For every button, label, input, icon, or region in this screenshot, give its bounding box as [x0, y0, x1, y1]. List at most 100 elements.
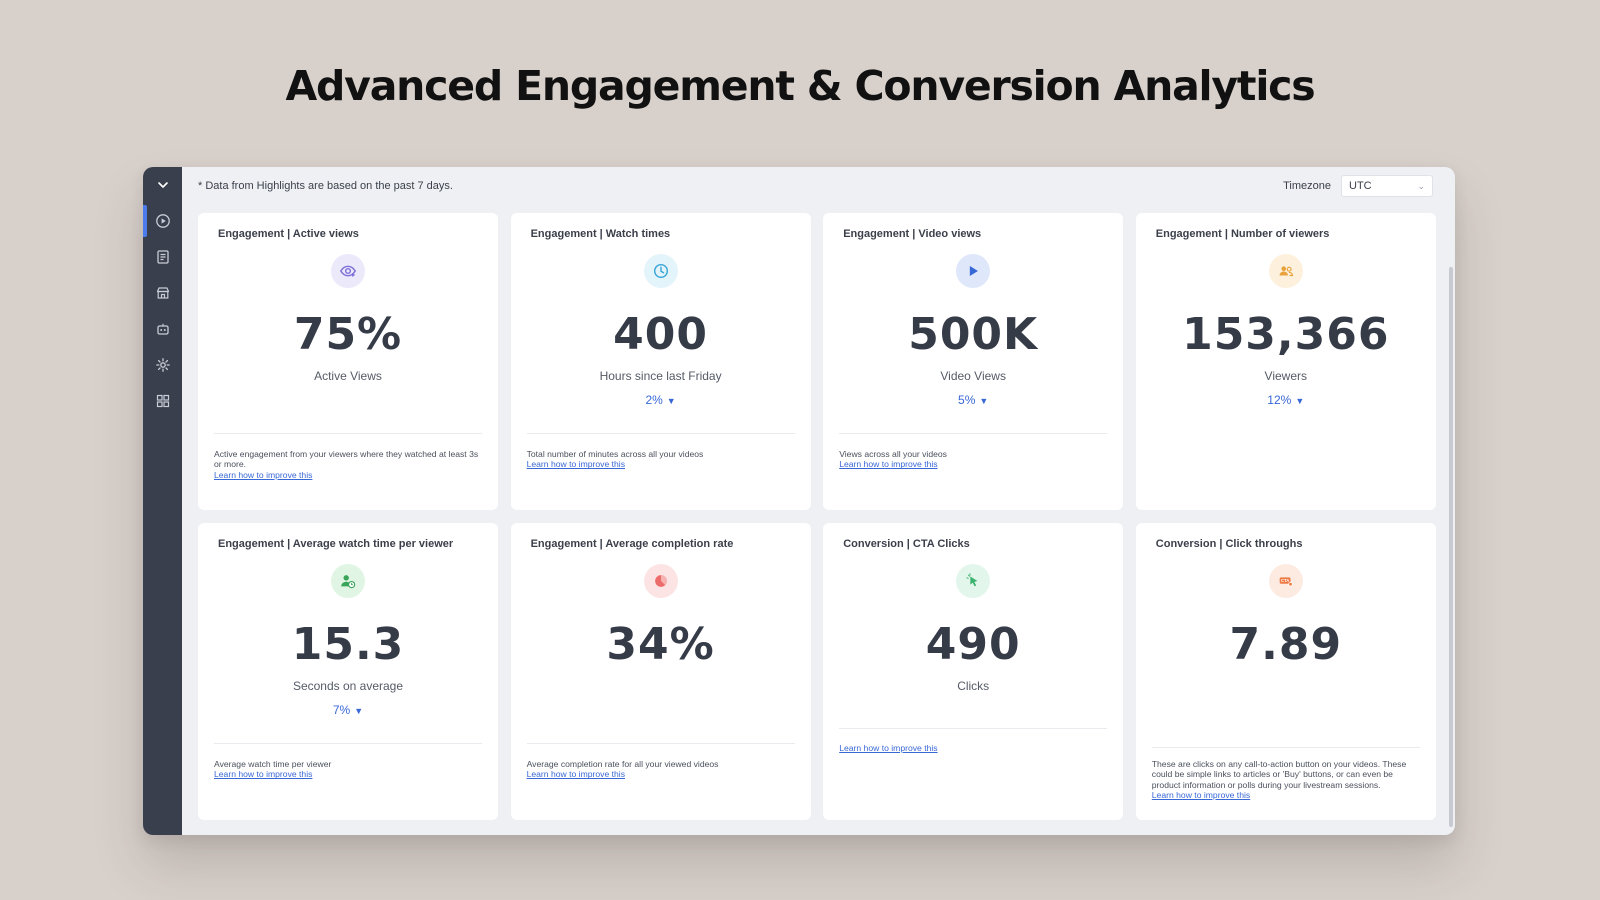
trend-indicator: 7% ▼ — [198, 703, 498, 717]
card-footer: Average completion rate for all your vie… — [527, 759, 793, 780]
divider — [1151, 747, 1420, 748]
card-title: Engagement | Video views — [843, 228, 982, 240]
card-watch-times: Engagement | Watch times 400 Hours since… — [510, 213, 811, 510]
sidebar-item-settings[interactable] — [143, 347, 182, 383]
card-click-throughs: Conversion | Click throughs CTA 7.89 The… — [1135, 523, 1436, 820]
timezone-label: Timezone — [1283, 180, 1331, 192]
sidebar-item-apps[interactable] — [143, 383, 182, 419]
learn-improve-link[interactable]: Learn how to improve this — [526, 769, 625, 780]
card-description: Active engagement from your viewers wher… — [214, 449, 479, 470]
card-title: Engagement | Average completion rate — [530, 538, 734, 550]
user-clock-icon — [331, 564, 365, 598]
triangle-down-icon: ▼ — [666, 396, 676, 406]
document-icon — [156, 250, 169, 264]
card-title: Engagement | Number of viewers — [1155, 228, 1330, 240]
card-title: Conversion | CTA Clicks — [843, 538, 970, 550]
page-title: Advanced Engagement & Conversion Analyti… — [285, 62, 1316, 110]
trend-value: 2% — [645, 393, 663, 407]
card-description: Average completion rate for all your vie… — [526, 759, 719, 769]
cursor-click-icon — [956, 564, 991, 598]
sidebar-item-automation[interactable] — [143, 311, 182, 347]
gear-icon — [155, 358, 170, 372]
svg-text:CTA: CTA — [1281, 578, 1289, 583]
sidebar-item-videos[interactable] — [143, 203, 182, 239]
play-icon — [956, 254, 991, 288]
trend-value: 12% — [1267, 393, 1292, 407]
grid-icon — [156, 394, 169, 408]
timezone-value: UTC — [1349, 180, 1372, 192]
divider — [214, 743, 482, 744]
trend-indicator: 12% ▼ — [1136, 393, 1436, 407]
card-title: Engagement | Watch times — [530, 228, 671, 240]
metric-value: 34% — [606, 619, 715, 670]
card-description: Total number of minutes across all your … — [526, 449, 704, 459]
learn-improve-link[interactable]: Learn how to improve this — [214, 769, 313, 780]
card-cta-clicks: Conversion | CTA Clicks 490 Clicks Learn… — [823, 523, 1124, 820]
metric-label: Clicks — [957, 679, 990, 693]
divider — [526, 743, 795, 744]
card-footer: Learn how to improve this — [839, 743, 1105, 753]
card-title: Engagement | Average watch time per view… — [218, 538, 454, 550]
metric-value: 153,366 — [1182, 309, 1390, 360]
triangle-down-icon: ▼ — [1295, 396, 1305, 406]
scrollbar[interactable] — [1449, 267, 1453, 827]
metric-value: 7.89 — [1229, 619, 1343, 670]
learn-improve-link[interactable]: Learn how to improve this — [214, 469, 313, 480]
play-circle-icon — [155, 214, 170, 228]
metric-label: Hours since last Friday — [599, 369, 722, 383]
card-description: Average watch time per viewer — [214, 759, 332, 769]
cta-icon: CTA — [1268, 564, 1303, 598]
card-avg-watch-time: Engagement | Average watch time per view… — [198, 523, 498, 820]
card-footer: Average watch time per viewer Learn how … — [214, 759, 480, 780]
timezone-control: Timezone UTC ⌄ — [1283, 175, 1433, 197]
sidebar — [143, 167, 182, 835]
triangle-down-icon: ▼ — [354, 706, 364, 716]
sidebar-item-store[interactable] — [143, 275, 182, 311]
card-footer: Total number of minutes across all your … — [527, 449, 793, 470]
learn-improve-link[interactable]: Learn how to improve this — [839, 459, 938, 470]
timezone-select[interactable]: UTC ⌄ — [1341, 175, 1433, 197]
learn-improve-link[interactable]: Learn how to improve this — [839, 743, 938, 753]
card-video-views: Engagement | Video views 500K Video View… — [823, 213, 1124, 510]
card-title: Engagement | Active views — [218, 228, 359, 240]
metric-label: Video Views — [940, 369, 1006, 383]
trend-value: 5% — [958, 393, 976, 407]
card-number-of-viewers: Engagement | Number of viewers 153,366 V… — [1135, 213, 1436, 510]
highlights-note: * Data from Highlights are based on the … — [198, 180, 453, 192]
trend-indicator: 2% ▼ — [511, 393, 811, 407]
card-footer: These are clicks on any call-to-action b… — [1152, 759, 1418, 801]
divider — [526, 433, 795, 434]
card-avg-completion-rate: Engagement | Average completion rate 34%… — [510, 523, 811, 820]
metric-value: 400 — [613, 309, 709, 360]
divider — [839, 728, 1108, 729]
metric-label: Viewers — [1264, 369, 1308, 383]
sidebar-collapse-toggle[interactable] — [143, 167, 182, 203]
app-window: * Data from Highlights are based on the … — [143, 167, 1455, 835]
users-icon — [1268, 254, 1303, 288]
divider — [839, 433, 1108, 434]
card-title: Conversion | Click throughs — [1155, 538, 1303, 550]
card-description: These are clicks on any call-to-action b… — [1151, 759, 1407, 790]
robot-icon — [156, 323, 169, 335]
sidebar-item-documents[interactable] — [143, 239, 182, 275]
trend-indicator: 5% ▼ — [823, 393, 1123, 407]
clock-icon — [643, 254, 678, 288]
main-content: * Data from Highlights are based on the … — [182, 167, 1455, 835]
card-footer: Views across all your videos Learn how t… — [839, 449, 1105, 470]
learn-improve-link[interactable]: Learn how to improve this — [1151, 790, 1251, 801]
card-footer: Active engagement from your viewers wher… — [214, 449, 480, 480]
metric-value: 15.3 — [291, 619, 405, 670]
trend-value: 7% — [332, 703, 351, 717]
pie-chart-icon — [643, 564, 678, 598]
divider — [214, 433, 482, 434]
metric-value: 500K — [908, 309, 1039, 360]
metrics-grid: Engagement | Active views 75% Active Vie… — [198, 213, 1436, 820]
chevron-down-icon — [157, 182, 168, 188]
metric-label: Active Views — [314, 369, 382, 383]
learn-improve-link[interactable]: Learn how to improve this — [526, 459, 625, 470]
chevron-down-icon: ⌄ — [1417, 180, 1425, 191]
metric-value: 490 — [925, 619, 1021, 670]
storefront-icon — [156, 287, 169, 299]
triangle-down-icon: ▼ — [979, 396, 989, 406]
metric-value: 75% — [293, 309, 403, 360]
